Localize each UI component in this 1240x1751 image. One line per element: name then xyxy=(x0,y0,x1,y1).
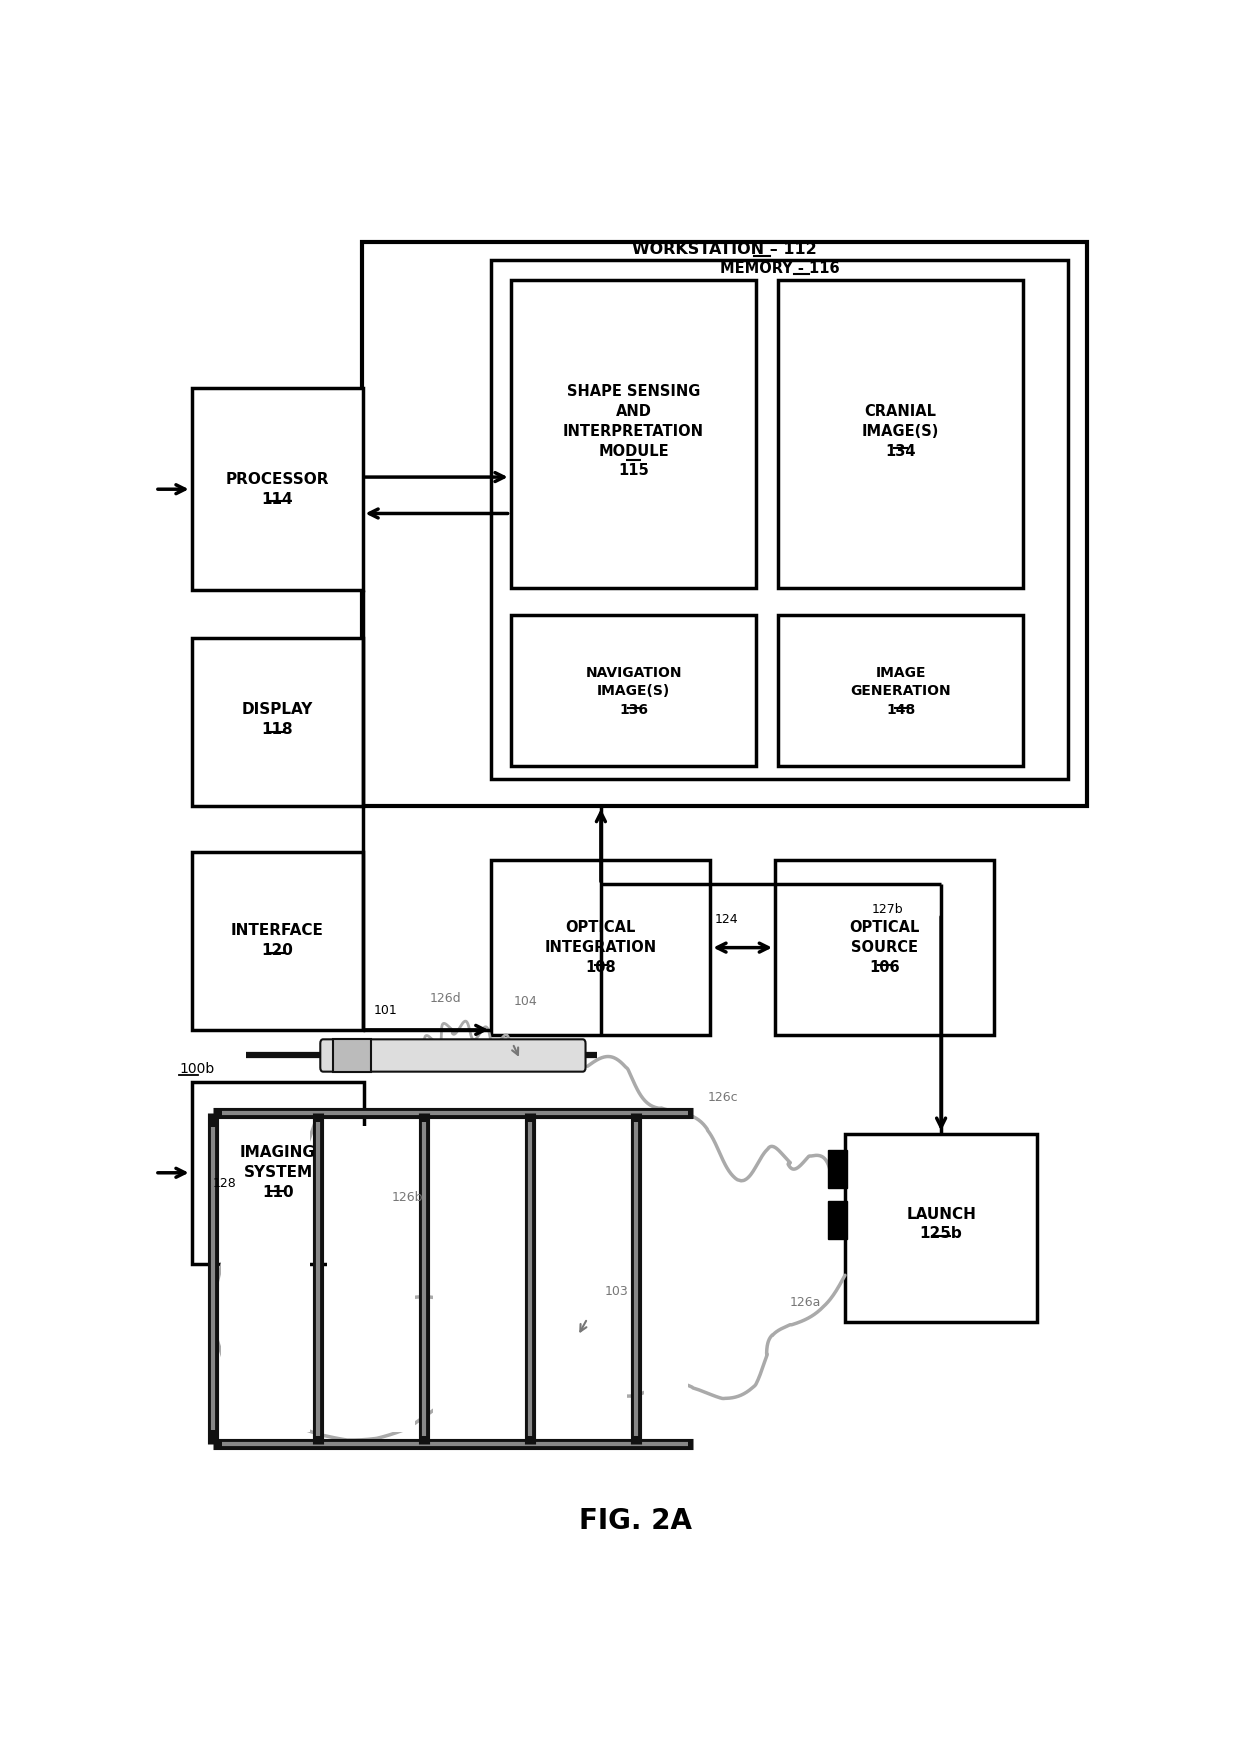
Bar xyxy=(844,1133,1037,1322)
Text: 126d: 126d xyxy=(430,993,461,1005)
Text: MEMORY - 116: MEMORY - 116 xyxy=(720,261,839,275)
Text: 127b: 127b xyxy=(872,904,903,916)
Bar xyxy=(327,1126,415,1432)
Bar xyxy=(332,1040,371,1072)
Text: IMAGING
SYSTEM
110: IMAGING SYSTEM 110 xyxy=(241,1145,316,1199)
Text: 104: 104 xyxy=(513,995,537,1009)
Text: 101: 101 xyxy=(374,1005,398,1017)
Text: LAUNCH
125b: LAUNCH 125b xyxy=(906,1206,976,1241)
Bar xyxy=(644,1126,688,1432)
Bar xyxy=(191,389,362,590)
Text: OPTICAL
SOURCE
106: OPTICAL SOURCE 106 xyxy=(849,921,920,975)
Text: CRANIAL
IMAGE(S)
134: CRANIAL IMAGE(S) 134 xyxy=(862,404,940,459)
Bar xyxy=(191,1082,365,1264)
Text: FIG. 2A: FIG. 2A xyxy=(579,1506,692,1534)
Text: PROCESSOR
114: PROCESSOR 114 xyxy=(226,471,329,506)
Text: 124: 124 xyxy=(715,912,739,926)
Bar xyxy=(491,860,711,1035)
Bar xyxy=(828,1150,847,1187)
Bar xyxy=(221,1126,310,1432)
Bar xyxy=(191,637,362,805)
Text: IMAGE
GENERATION
148: IMAGE GENERATION 148 xyxy=(851,665,951,716)
Text: 100b: 100b xyxy=(179,1061,215,1075)
Bar xyxy=(538,1126,627,1432)
Bar xyxy=(191,853,362,1030)
Bar xyxy=(828,1201,847,1240)
Bar xyxy=(775,860,994,1035)
Text: NAVIGATION
IMAGE(S)
136: NAVIGATION IMAGE(S) 136 xyxy=(585,665,682,716)
Bar xyxy=(511,615,755,765)
Bar xyxy=(777,615,1023,765)
Text: WORKSTATION – 112: WORKSTATION – 112 xyxy=(632,242,817,257)
Text: OPTICAL
INTEGRATION
108: OPTICAL INTEGRATION 108 xyxy=(544,921,657,975)
Text: 126a: 126a xyxy=(789,1296,821,1308)
Text: 126b: 126b xyxy=(392,1191,423,1203)
Bar xyxy=(433,1126,521,1432)
Text: DISPLAY
118: DISPLAY 118 xyxy=(242,702,312,737)
Text: INTERFACE
120: INTERFACE 120 xyxy=(231,923,324,958)
Text: 126c: 126c xyxy=(708,1091,738,1103)
Bar xyxy=(777,280,1023,588)
FancyBboxPatch shape xyxy=(320,1040,585,1072)
Text: 103: 103 xyxy=(605,1285,629,1297)
Text: SHAPE SENSING
AND
INTERPRETATION
MODULE
115: SHAPE SENSING AND INTERPRETATION MODULE … xyxy=(563,383,704,478)
Bar xyxy=(362,242,1087,805)
Bar xyxy=(511,280,755,588)
Text: 128: 128 xyxy=(213,1177,237,1191)
Bar xyxy=(491,259,1068,779)
